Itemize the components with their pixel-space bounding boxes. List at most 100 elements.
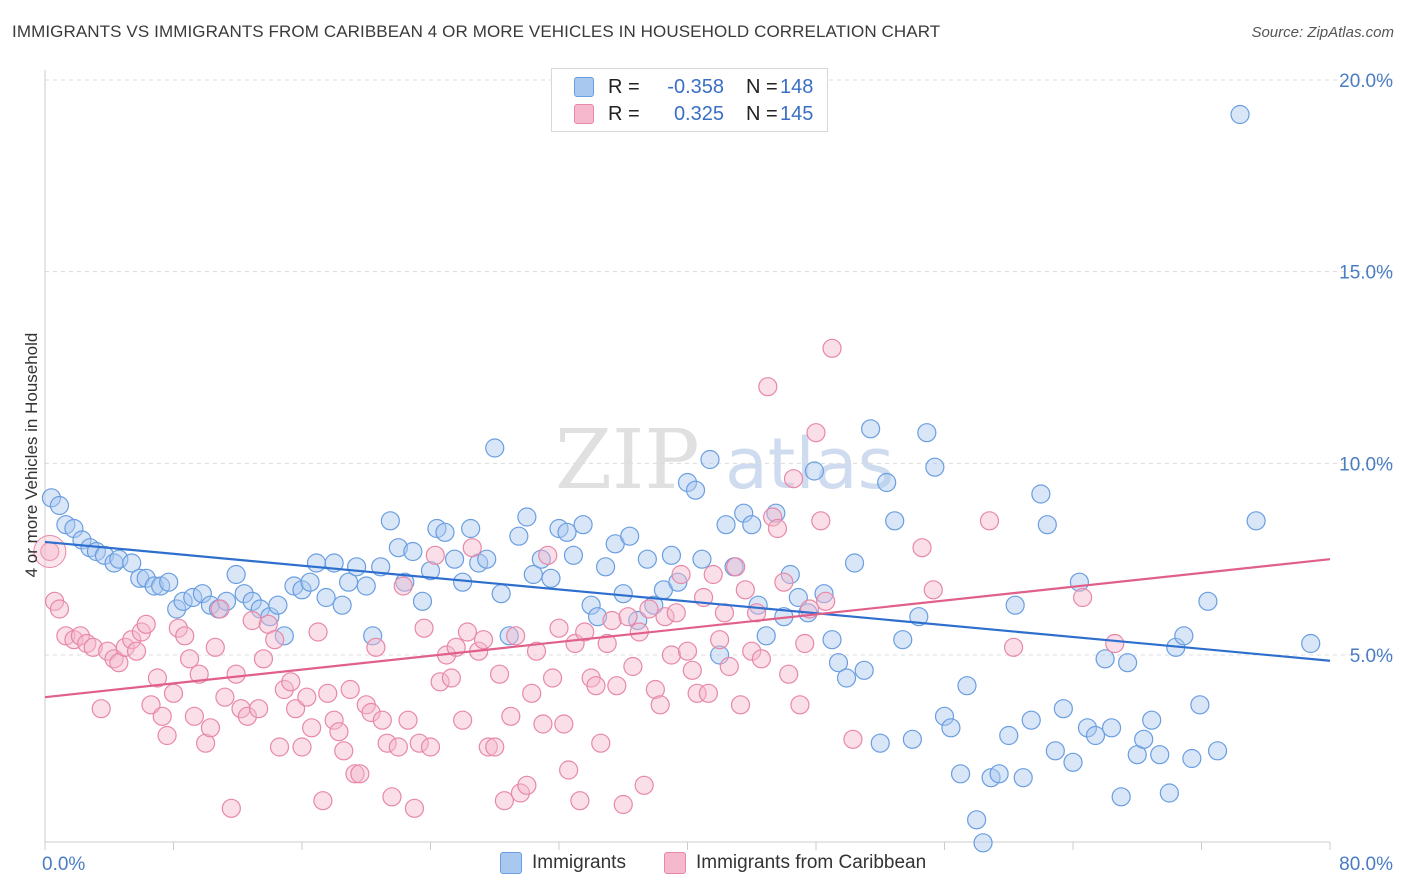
caribbean-point (591, 733, 611, 753)
caribbean-point (382, 787, 402, 807)
immigrants-point (1230, 104, 1250, 125)
immigrants-point (885, 511, 905, 531)
immigrants-point (49, 495, 70, 516)
caribbean-point (650, 695, 670, 715)
caribbean-point (494, 791, 514, 811)
caribbean-point (522, 683, 542, 703)
r-label: R = (608, 102, 640, 125)
immigrants-point (444, 549, 465, 569)
caribbean-point (409, 733, 429, 753)
caribbean-point (242, 610, 262, 631)
immigrants-point (1174, 626, 1194, 646)
caribbean-point (719, 656, 739, 677)
immigrants-point (388, 538, 408, 558)
caribbean-point (189, 664, 209, 684)
immigrants-point (420, 561, 441, 581)
immigrants-point (167, 599, 187, 619)
immigrants-point (685, 480, 706, 500)
caribbean-point (200, 718, 221, 738)
immigrants-point (861, 419, 881, 439)
caribbean-point (253, 649, 274, 669)
caribbean-point (597, 633, 617, 654)
immigrants-point (1190, 695, 1210, 715)
y-axis-label: 4 or more Vehicles in Household (22, 333, 41, 578)
caribbean-point (269, 737, 290, 757)
caribbean-point (115, 637, 135, 657)
caribbean-point (318, 683, 338, 703)
caribbean-point (795, 633, 815, 654)
legend-label-caribbean: Immigrants from Caribbean (696, 852, 927, 873)
caribbean-point (441, 668, 461, 688)
caribbean-point (372, 710, 392, 730)
immigrants-point (183, 587, 203, 608)
caribbean-point (758, 377, 778, 397)
immigrants-point (973, 833, 993, 853)
r-value: 0.325 (673, 102, 724, 125)
immigrants-point (957, 676, 977, 696)
caribbean-point (506, 626, 526, 646)
caribbean-point (763, 507, 783, 527)
immigrants-point (509, 526, 529, 546)
immigrants-point (517, 507, 537, 527)
caribbean-point (526, 641, 547, 661)
caribbean-point (350, 764, 370, 784)
caribbean-point (1105, 633, 1125, 654)
caribbean-point (377, 733, 397, 753)
caribbean-point (822, 338, 842, 358)
immigrants-point (742, 515, 762, 535)
immigrants-trend-line (44, 540, 1331, 662)
immigrants-point (371, 557, 391, 577)
legend-label-immigrants: Immigrants (532, 852, 626, 873)
immigrants-point (403, 541, 423, 562)
caribbean-point (473, 630, 494, 650)
caribbean-point (281, 672, 301, 692)
immigrants-point (1182, 748, 1202, 769)
legend-swatch-caribbean (664, 852, 686, 874)
caribbean-point (274, 679, 294, 700)
caribbean-point (510, 783, 531, 803)
stats-legend: R = -0.358 N = 148 R = 0.325 N = 145 (551, 68, 828, 132)
immigrants-point (1013, 768, 1033, 788)
immigrants-point (41, 488, 62, 508)
caribbean-point (457, 622, 478, 642)
n-label: N = (746, 102, 778, 125)
caribbean-point (70, 626, 90, 646)
y-tick-label: 20.0% (1339, 71, 1393, 92)
immigrants-point (306, 553, 327, 573)
caribbean-point (393, 576, 413, 596)
caribbean-point (237, 706, 257, 726)
immigrants-point (316, 587, 336, 608)
immigrants-point (173, 591, 193, 611)
caribbean-point (334, 741, 354, 761)
caribbean-point (533, 714, 553, 734)
immigrants-point (909, 607, 929, 627)
immigrants-point (274, 626, 294, 646)
trend-lines (44, 540, 1331, 699)
caribbean-point (126, 641, 147, 661)
caribbean-point (613, 794, 633, 815)
immigrants-point (1005, 595, 1025, 615)
immigrants-point (989, 764, 1009, 784)
source-credit: Source: ZipAtlas.com (1251, 24, 1394, 41)
immigrants-point (242, 591, 262, 611)
immigrants-point (941, 718, 961, 738)
legend-swatch-immigrants (574, 77, 594, 97)
immigrants-point (485, 438, 505, 458)
series-legend-immigrants[interactable]: Immigrants (500, 852, 626, 874)
immigrants-point (1063, 752, 1083, 772)
caribbean-point (703, 564, 723, 585)
caribbean-point (682, 660, 702, 680)
caribbean-point (313, 791, 333, 811)
legend-row-immigrants: R = -0.358 N = 148 (574, 74, 813, 100)
caribbean-point (1073, 587, 1093, 608)
caribbean-point (726, 557, 746, 577)
immigrants-point (477, 549, 497, 569)
caribbean-point (340, 679, 360, 700)
series-legend-caribbean[interactable]: Immigrants from Caribbean (664, 852, 926, 874)
caribbean-point (265, 630, 285, 650)
caribbean-point (210, 599, 230, 619)
caribbean-point (420, 737, 441, 757)
immigrants-point (435, 522, 455, 542)
immigrants-point (1246, 511, 1266, 531)
